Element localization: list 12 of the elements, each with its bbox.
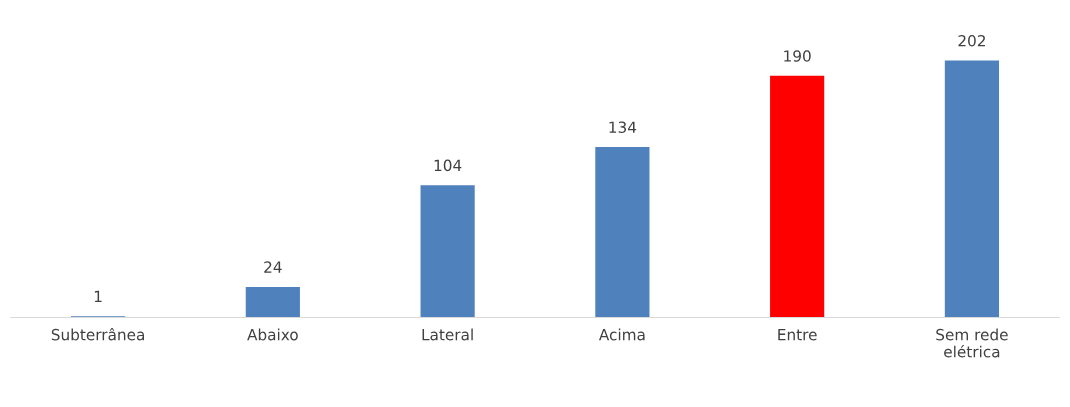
data-label: 202 (958, 34, 985, 47)
data-label: 190 (784, 50, 811, 62)
x-tick-label: Subterrânea (51, 327, 144, 341)
data-label: 1 (94, 290, 102, 302)
data-label: 24 (264, 261, 282, 273)
data-label: 134 (609, 121, 637, 133)
x-tick-label: Abaixo (247, 328, 298, 341)
data-label: 104 (434, 159, 462, 172)
x-tick-label: Entre (778, 329, 817, 341)
x-tick-label: Acima (598, 328, 645, 341)
x-tick-label: Sem rede elétrica (936, 328, 1008, 358)
x-tick-label: Lateral (422, 328, 473, 341)
